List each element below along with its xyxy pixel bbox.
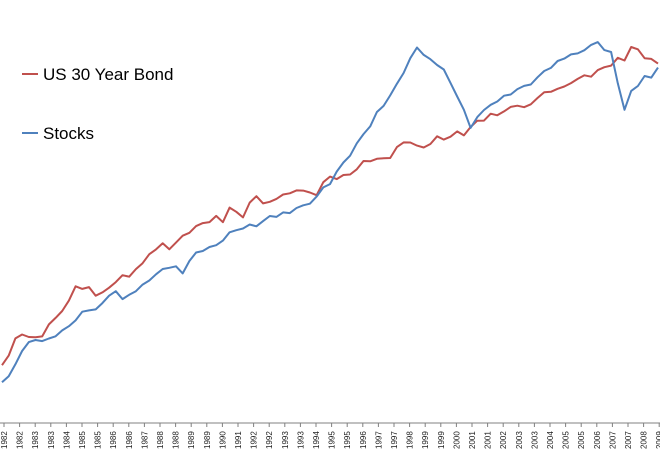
x-tick-label: 2005 xyxy=(562,431,571,449)
x-tick-label: 1985 xyxy=(78,431,87,449)
x-tick-label: 1983 xyxy=(31,431,40,449)
series-line-bond xyxy=(1,46,659,366)
x-tick-label: 1985 xyxy=(94,431,103,449)
x-tick-label: 1987 xyxy=(140,431,149,449)
x-tick-label: 1992 xyxy=(265,431,274,449)
x-tick-label: 2009 xyxy=(655,431,660,449)
legend-item-bond: US 30 Year Bond xyxy=(22,65,173,84)
x-tick-label: 2003 xyxy=(515,431,524,449)
x-tick-label: 1997 xyxy=(390,431,399,449)
x-tick-label: 1982 xyxy=(16,431,25,449)
x-tick-label: 1990 xyxy=(218,431,227,449)
x-tick-label: 2005 xyxy=(577,431,586,449)
x-tick-label: 2007 xyxy=(624,431,633,449)
x-tick-label: 2002 xyxy=(499,431,508,449)
x-tick-label: 2004 xyxy=(546,431,555,449)
x-tick-label: 2008 xyxy=(640,431,649,449)
x-tick-label: 1988 xyxy=(172,431,181,449)
x-tick-label: 1993 xyxy=(296,431,305,449)
x-tick-label: 1988 xyxy=(156,431,165,449)
x-tick-label: 2000 xyxy=(452,431,461,449)
x-tick-label: 1984 xyxy=(62,431,71,449)
legend-item-stocks: Stocks xyxy=(22,124,94,143)
series-layer xyxy=(1,41,659,384)
x-tick-label: 1999 xyxy=(421,431,430,449)
x-tick-label: 1991 xyxy=(234,431,243,449)
x-tick-label: 1989 xyxy=(187,431,196,449)
x-tick-label: 1997 xyxy=(374,431,383,449)
x-tick-label: 1983 xyxy=(47,431,56,449)
x-tick-label: 1995 xyxy=(343,431,352,449)
legend-label-bond: US 30 Year Bond xyxy=(43,65,173,84)
x-tick-label: 1999 xyxy=(437,431,446,449)
legend: US 30 Year Bond Stocks xyxy=(22,65,173,143)
x-tick-label: 1996 xyxy=(359,431,368,449)
x-tick-label: 1989 xyxy=(203,431,212,449)
x-tick-layer: 1982 1982 1983 1983 1984 1985 1985 1986 1986 1987… xyxy=(0,423,660,449)
x-tick-label: 1993 xyxy=(281,431,290,449)
x-tick-label: 2007 xyxy=(608,431,617,449)
x-tick-label: 2001 xyxy=(484,431,493,449)
x-tick-label: 1986 xyxy=(125,431,134,449)
x-tick-label: 1994 xyxy=(312,431,321,449)
x-tick-label: 1998 xyxy=(406,431,415,449)
x-tick-label: 1986 xyxy=(109,431,118,449)
x-tick-label: 2001 xyxy=(468,431,477,449)
series-line-stocks xyxy=(1,41,659,384)
x-tick-label: 2006 xyxy=(593,431,602,449)
x-tick-label: 1995 xyxy=(328,431,337,449)
x-axis: 1982 1982 1983 1983 1984 1985 1985 1986 1986 1987… xyxy=(0,422,660,449)
x-tick-label: 1992 xyxy=(250,431,259,449)
x-tick-label: 2003 xyxy=(530,431,539,449)
x-tick-label: 1982 xyxy=(0,431,9,449)
legend-label-stocks: Stocks xyxy=(43,124,94,143)
